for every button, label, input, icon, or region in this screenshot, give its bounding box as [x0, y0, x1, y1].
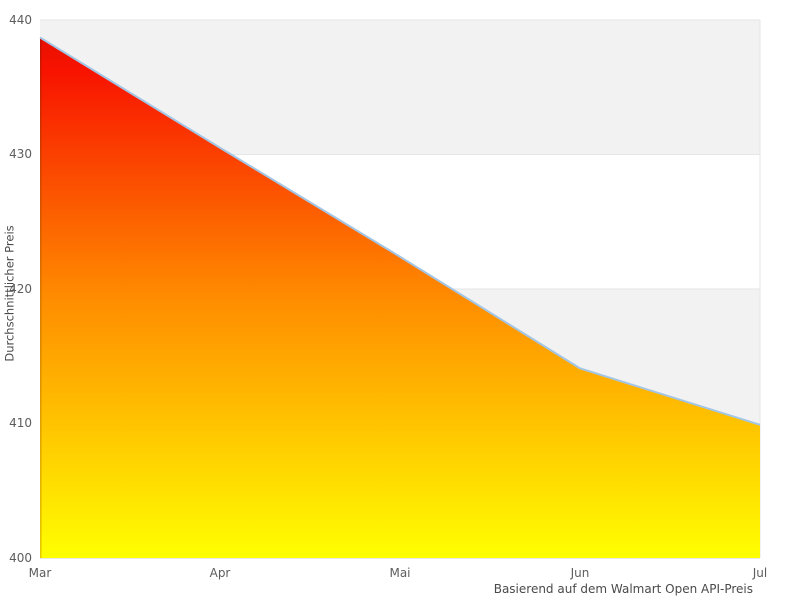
y-axis-tick-label: 430 — [9, 147, 32, 161]
y-axis-title: Durchschnittlicher Preis — [2, 225, 17, 362]
x-axis-tick-label: Apr — [209, 566, 231, 580]
x-axis-tick-label: Mar — [28, 566, 52, 580]
y-axis-tick-label: 410 — [9, 416, 32, 430]
price-trend-line — [39, 36, 761, 426]
y-axis-tick-label: 440 — [9, 12, 32, 27]
y-axis-tick-label: 400 — [9, 550, 32, 565]
x-axis-tick-label: Jul — [752, 566, 768, 580]
x-axis-tick-label: Jun — [570, 566, 590, 580]
y-axis-tick-label: 420 — [9, 281, 32, 296]
x-axis-tick-label: Mai — [389, 566, 411, 580]
area-fill — [40, 37, 760, 559]
chart-caption: Basierend auf dem Walmart Open API-Preis — [493, 582, 753, 596]
